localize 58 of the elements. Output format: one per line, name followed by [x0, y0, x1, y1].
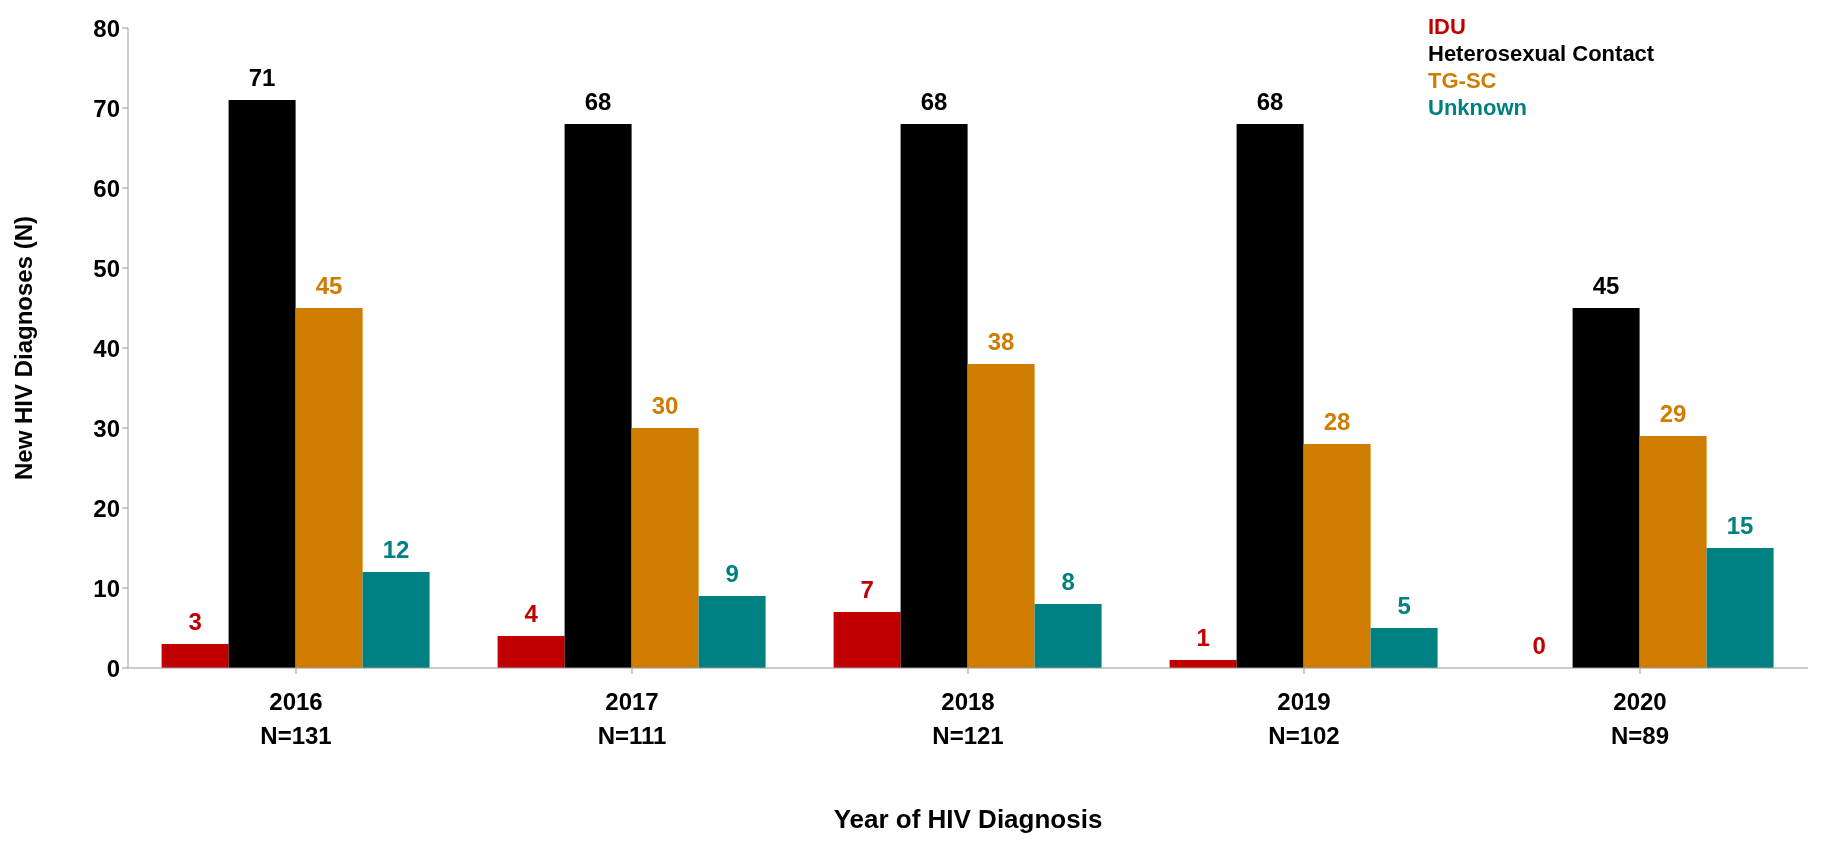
text: Unknown: [1428, 94, 1528, 121]
data-label: 1: [1196, 624, 1210, 651]
y-tick-label: 70: [93, 94, 120, 122]
y-tick-label: 30: [93, 414, 120, 442]
bar: [1236, 124, 1304, 668]
data-label: 3: [188, 608, 202, 635]
y-tick-label: 60: [93, 174, 120, 202]
bar: [228, 100, 296, 668]
data-label: 4: [524, 600, 539, 627]
data-label: 9: [725, 560, 739, 587]
y-tick-label: 10: [93, 574, 120, 602]
data-label: 28: [1323, 408, 1351, 435]
bar: [698, 596, 766, 668]
data-label: 30: [651, 392, 679, 419]
data-label: 45: [315, 272, 343, 299]
data-label: 29: [1659, 400, 1687, 427]
x-tick-label: 2019 N=102: [1268, 688, 1340, 749]
y-tick-label: 50: [93, 254, 120, 282]
y-tick-label: 40: [93, 334, 120, 362]
bar: [1034, 604, 1102, 668]
data-label: 71: [248, 64, 276, 91]
data-label: 68: [1256, 88, 1284, 115]
x-axis-title: Year of HIV Diagnosis: [833, 804, 1103, 834]
y-tick-label: 20: [93, 494, 120, 522]
bar: [631, 428, 699, 668]
y-axis-title: New HIV Diagnoses (N): [9, 215, 37, 481]
bar: [295, 308, 363, 668]
x-tick-label: 2017 N=111: [597, 688, 667, 749]
text: IDU: [1428, 13, 1467, 40]
data-label: 0: [1532, 631, 1546, 659]
bar: [1706, 548, 1774, 668]
data-label: 68: [920, 88, 948, 115]
bar: [833, 612, 901, 668]
x-tick-label: 2020 N=89: [1610, 688, 1670, 749]
y-tick-label: 0: [106, 654, 120, 682]
bar: [900, 124, 968, 668]
bar: [1303, 444, 1371, 668]
bar: [564, 124, 632, 668]
data-label: 12: [382, 536, 410, 563]
data-label: 68: [584, 88, 612, 115]
bar: [1639, 436, 1707, 668]
data-label: 7: [860, 576, 874, 603]
data-label: 5: [1397, 592, 1411, 619]
bar: [497, 636, 565, 668]
text: TG-SC: [1428, 67, 1498, 94]
bar: [967, 364, 1035, 668]
data-label: 38: [987, 328, 1015, 355]
data-label: 45: [1592, 272, 1620, 299]
data-label: 8: [1061, 568, 1075, 595]
y-tick-label: 80: [93, 14, 120, 42]
x-tick-label: 2018 N=121: [932, 688, 1004, 749]
bar: [161, 644, 229, 668]
bar: [1370, 628, 1438, 668]
bar: [362, 572, 430, 668]
x-tick-label: 2016 N=131: [260, 688, 332, 749]
data-label: 15: [1726, 512, 1754, 539]
text: Heterosexual Contact: [1428, 40, 1655, 67]
bar: [1572, 308, 1640, 668]
